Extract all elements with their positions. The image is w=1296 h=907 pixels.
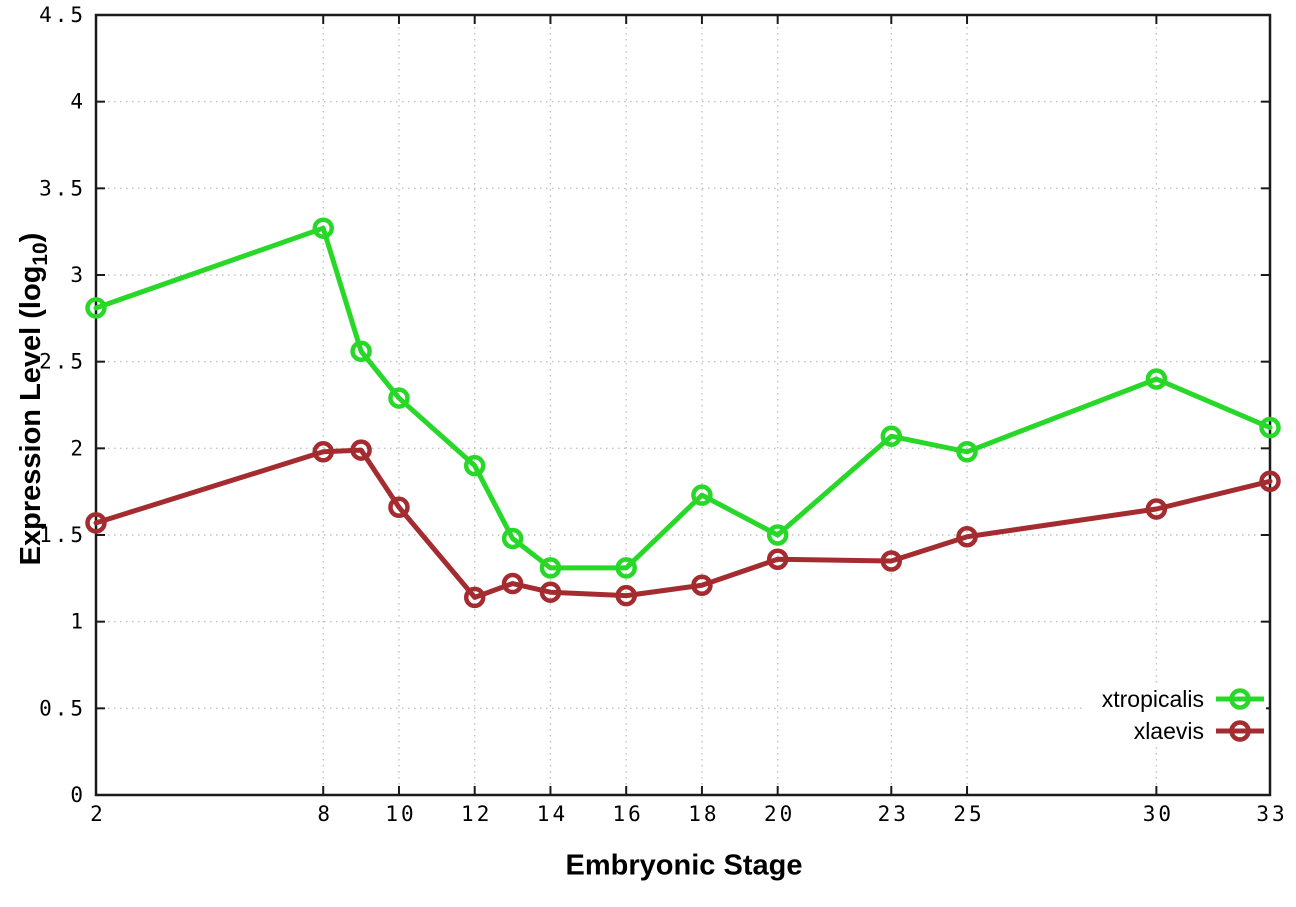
x-tick-label: 23 (878, 802, 909, 826)
y-tick-label: 4.5 (39, 3, 86, 27)
legend-label-xtropicalis: xtropicalis (1101, 685, 1204, 712)
data-point-xlaevis (388, 496, 410, 519)
plot-border (94, 13, 1272, 797)
x-tick-label: 33 (1256, 802, 1287, 826)
y-tick-label: 3 (70, 263, 86, 287)
x-tick-label: 12 (461, 802, 492, 826)
data-point-xlaevis (691, 574, 713, 597)
legend: xtropicalis xlaevis (1083, 683, 1266, 747)
data-point-xlaevis (350, 439, 372, 461)
data-point-xtropicalis (388, 387, 410, 409)
x-tick-label: 16 (613, 802, 644, 826)
y-tick-label: 1.5 (39, 523, 86, 547)
y-tick-label: 1 (70, 610, 86, 634)
y-tick-label: 0.5 (39, 696, 86, 720)
data-point-xtropicalis (463, 454, 486, 477)
x-tick-label: 2 (90, 802, 106, 826)
data-point-xtropicalis (691, 484, 713, 506)
data-point-xtropicalis (956, 441, 978, 463)
data-point-xlaevis (501, 572, 524, 595)
legend-item-xtropicalis: xtropicalis (1102, 683, 1266, 715)
data-point-xlaevis (85, 512, 107, 534)
data-point-xtropicalis (1259, 416, 1281, 439)
data-point-xtropicalis (85, 297, 107, 319)
x-tick-label: 10 (385, 802, 416, 826)
data-point-xtropicalis (615, 557, 637, 579)
x-tick-label: 30 (1143, 802, 1174, 826)
data-point-xtropicalis (312, 217, 334, 239)
x-tick-label: 18 (688, 802, 719, 826)
x-axis-title: Embryonic Stage (565, 849, 803, 882)
data-point-xtropicalis (501, 527, 524, 550)
data-point-xtropicalis (1145, 368, 1168, 390)
y-axis-title-end: ) (15, 232, 48, 243)
series-line-xlaevis (93, 447, 1273, 600)
data-point-xlaevis (539, 581, 562, 603)
data-point-xlaevis (766, 548, 789, 571)
x-tick-label: 20 (764, 802, 795, 826)
data-point-xlaevis (312, 441, 334, 463)
legend-item-xlaevis: xlaevis (1102, 715, 1266, 747)
data-point-xlaevis (956, 525, 978, 548)
legend-label-xlaevis: xlaevis (1133, 717, 1204, 744)
x-tick-label: 25 (953, 802, 984, 826)
y-tick-label: 3.5 (39, 176, 86, 200)
y-tick-label: 0 (70, 783, 86, 807)
data-point-xlaevis (880, 550, 903, 572)
y-tick-label: 2.5 (39, 350, 86, 374)
data-point-xtropicalis (766, 524, 789, 546)
data-point-xlaevis (463, 586, 486, 609)
data-point-xlaevis (1259, 470, 1281, 493)
y-axis-title-sub: 10 (28, 242, 52, 266)
data-point-xlaevis (615, 584, 637, 607)
y-tick-label: 4 (70, 90, 86, 114)
data-point-xlaevis (1145, 498, 1168, 520)
line-point-marker-icon (1216, 688, 1264, 710)
x-tick-label: 14 (537, 802, 568, 826)
y-axis-title: Expression Level (log10) (15, 233, 53, 566)
y-axis-title-main: Expression Level (log (15, 265, 48, 566)
data-point-xtropicalis (880, 425, 903, 447)
data-point-xtropicalis (350, 340, 372, 363)
x-tick-label: 8 (317, 802, 333, 826)
data-point-xtropicalis (539, 557, 562, 579)
y-tick-label: 2 (70, 436, 86, 460)
line-point-marker-icon (1216, 720, 1264, 742)
